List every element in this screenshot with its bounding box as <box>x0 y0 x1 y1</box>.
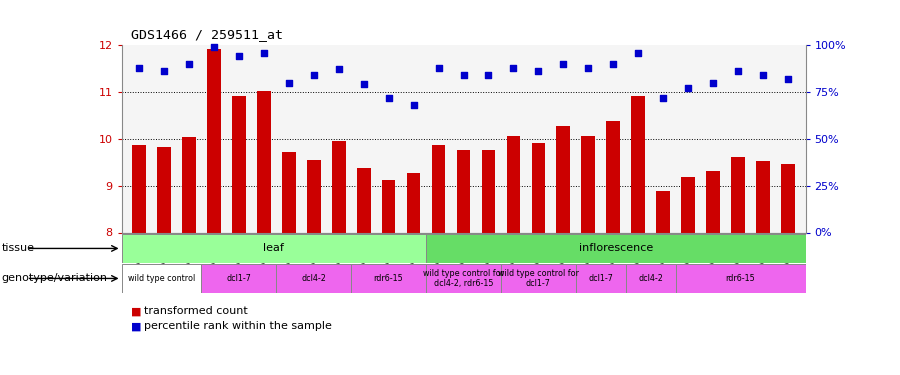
Bar <box>482 150 495 232</box>
Bar <box>656 191 670 232</box>
Bar <box>501 264 576 292</box>
Point <box>256 50 271 55</box>
Text: leaf: leaf <box>264 243 284 254</box>
Bar <box>351 264 426 292</box>
Bar <box>676 264 806 292</box>
Text: dcl4-2: dcl4-2 <box>638 274 663 283</box>
Text: rdr6-15: rdr6-15 <box>374 274 403 283</box>
Point <box>681 85 696 91</box>
Text: GDS1466 / 259511_at: GDS1466 / 259511_at <box>130 28 283 41</box>
Point <box>282 80 296 86</box>
Point <box>756 72 770 78</box>
Bar <box>182 137 196 232</box>
Bar <box>532 142 545 232</box>
Bar <box>122 264 202 292</box>
Point <box>656 94 670 100</box>
Bar <box>581 136 595 232</box>
Point <box>307 72 321 78</box>
Bar <box>426 234 806 262</box>
Point <box>556 61 571 67</box>
Bar <box>122 234 426 262</box>
Point <box>631 50 645 55</box>
Point <box>407 102 421 108</box>
Text: dcl4-2: dcl4-2 <box>302 274 326 283</box>
Point <box>706 80 720 86</box>
Bar <box>158 147 171 232</box>
Bar <box>556 126 571 232</box>
Bar <box>607 121 620 232</box>
Point <box>207 44 221 50</box>
Bar <box>332 141 346 232</box>
Point <box>731 68 745 74</box>
Point <box>231 53 246 59</box>
Bar <box>681 177 695 232</box>
Point <box>331 66 346 72</box>
Text: wild type control: wild type control <box>128 274 195 283</box>
Point <box>182 61 196 67</box>
Text: wild type control for
dcl4-2, rdr6-15: wild type control for dcl4-2, rdr6-15 <box>423 269 504 288</box>
Bar <box>356 168 371 232</box>
Bar <box>132 145 146 232</box>
Bar <box>576 264 626 292</box>
Bar <box>756 161 770 232</box>
Point <box>131 64 146 70</box>
Bar <box>731 157 745 232</box>
Bar <box>626 264 676 292</box>
Text: percentile rank within the sample: percentile rank within the sample <box>144 321 332 331</box>
Bar <box>432 145 446 232</box>
Point <box>506 64 520 70</box>
Bar <box>307 160 320 232</box>
Bar <box>382 180 395 232</box>
Point <box>482 72 496 78</box>
Text: inflorescence: inflorescence <box>579 243 652 254</box>
Point <box>781 76 796 82</box>
Bar <box>706 171 720 232</box>
Text: tissue: tissue <box>2 243 35 254</box>
Point <box>157 68 171 74</box>
Point <box>581 64 596 70</box>
Text: transformed count: transformed count <box>144 306 248 316</box>
Text: dcl1-7: dcl1-7 <box>589 274 613 283</box>
Text: ■: ■ <box>130 306 141 316</box>
Bar <box>282 152 295 232</box>
Bar <box>507 136 520 232</box>
Bar <box>781 164 795 232</box>
Bar <box>207 49 220 232</box>
Point <box>356 81 371 87</box>
Point <box>606 61 620 67</box>
Point <box>456 72 471 78</box>
Bar <box>276 264 351 292</box>
Bar <box>256 91 271 232</box>
Text: genotype/variation: genotype/variation <box>2 273 108 284</box>
Bar <box>407 173 420 232</box>
Point <box>531 68 545 74</box>
Text: ■: ■ <box>130 321 141 331</box>
Text: dcl1-7: dcl1-7 <box>227 274 251 283</box>
Text: rdr6-15: rdr6-15 <box>725 274 755 283</box>
Bar <box>632 96 645 232</box>
Bar <box>202 264 276 292</box>
Text: wild type control for
dcl1-7: wild type control for dcl1-7 <box>498 269 579 288</box>
Bar <box>232 96 246 232</box>
Point <box>431 64 446 70</box>
Bar <box>456 150 471 232</box>
Point <box>382 94 396 100</box>
Bar <box>426 264 501 292</box>
